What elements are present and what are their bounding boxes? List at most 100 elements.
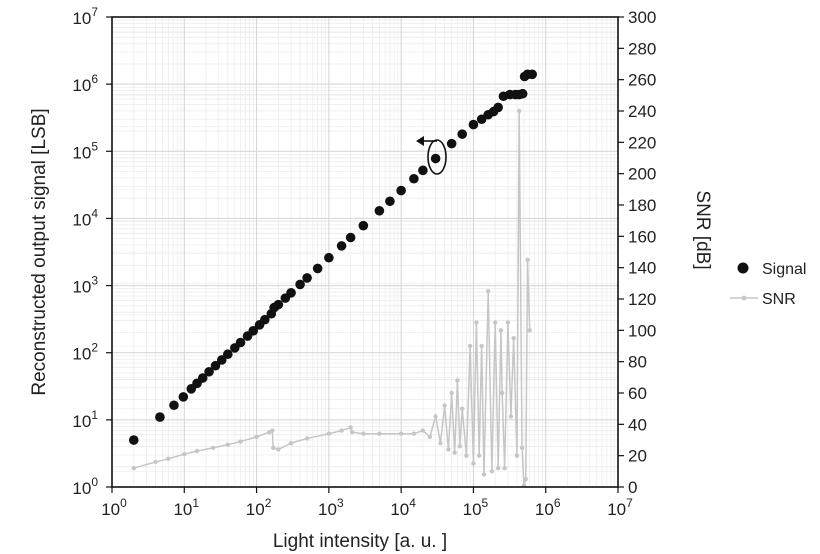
legend: Signal SNR: [730, 261, 806, 308]
y-right-tick-label: 300: [628, 8, 656, 27]
snr-point: [326, 431, 332, 436]
snr-point: [514, 453, 520, 458]
y-left-tick-label: 104: [72, 206, 98, 229]
snr-point: [495, 466, 501, 471]
y-right-tick-label: 20: [628, 447, 647, 466]
y-right-tick-label: 160: [628, 227, 656, 246]
x-tick-label: 102: [246, 496, 272, 519]
tick-marks: [106, 16, 624, 493]
snr-point: [304, 436, 310, 441]
signal-point: [374, 205, 385, 216]
snr-point: [511, 335, 516, 341]
y-left-tick-label: 101: [72, 408, 98, 431]
snr-point: [254, 434, 259, 440]
legend-snr-marker: [741, 295, 747, 301]
snr-point: [433, 414, 438, 419]
signal-point: [385, 196, 395, 207]
y-right-tick-label: 180: [628, 196, 656, 215]
signal-point: [273, 299, 284, 310]
x-tick-label: 106: [535, 496, 561, 519]
y-left-tick-label: 103: [72, 274, 98, 297]
signal-point: [204, 366, 214, 377]
y-left-tick-label: 102: [72, 341, 98, 364]
snr-point: [349, 429, 355, 435]
major-grid: [112, 17, 618, 487]
signal-point: [345, 232, 356, 243]
y-right-tick-label: 40: [628, 415, 647, 434]
snr-point: [210, 445, 216, 451]
signal-point: [468, 119, 479, 130]
snr-point: [467, 343, 473, 349]
signal-point: [128, 435, 139, 445]
snr-point: [481, 472, 487, 477]
annotation-arrow-icon: [416, 136, 447, 175]
y-right-tick-label: 220: [628, 133, 656, 152]
signal-point: [324, 252, 334, 263]
snr-point: [411, 431, 417, 436]
x-tick-label: 105: [463, 496, 489, 519]
snr-point: [492, 320, 498, 325]
snr-point: [446, 447, 451, 452]
snr-point: [508, 414, 514, 419]
snr-point: [455, 378, 460, 383]
y-left-tick-label: 105: [72, 139, 98, 162]
signal-point: [446, 138, 457, 149]
snr-point: [438, 440, 443, 446]
signal-point: [169, 400, 179, 411]
snr-point: [398, 431, 404, 436]
snr-point: [166, 456, 171, 461]
signal-point: [286, 288, 296, 298]
y-right-tick-label: 100: [628, 321, 656, 340]
signal-point: [517, 88, 528, 99]
snr-point: [489, 469, 495, 474]
snr-point: [271, 445, 276, 451]
x-tick-labels: 100 101 102 103 104 105 106 107: [101, 496, 633, 519]
snr-point: [525, 257, 530, 263]
y-right-tick-label: 280: [628, 39, 656, 58]
snr-point: [474, 320, 479, 325]
snr-point: [449, 390, 454, 396]
y-right-axis-title: SNR [dB]: [692, 190, 713, 269]
signal-series: [128, 69, 537, 445]
snr-point: [377, 431, 382, 436]
signal-point: [418, 165, 428, 176]
snr-point: [523, 476, 528, 482]
y-right-tick-label: 120: [628, 290, 656, 309]
signal-point: [302, 273, 312, 283]
snr-point: [476, 453, 482, 458]
y-left-tick-labels: 100 101 102 103 104 105 106 107: [72, 5, 98, 498]
snr-point: [276, 447, 281, 452]
snr-point: [420, 428, 426, 433]
snr-point: [485, 288, 491, 294]
signal-point: [223, 349, 233, 360]
signal-point: [248, 326, 259, 336]
signal-point: [336, 241, 347, 251]
x-tick-label: 100: [101, 496, 127, 519]
legend-signal-label: Signal: [762, 261, 806, 278]
snr-point: [348, 425, 353, 430]
snr-point: [442, 403, 447, 408]
minor-grid: [112, 17, 618, 487]
snr-point: [361, 431, 366, 436]
y-left-axis-title: Reconstructed output signal [LSB]: [29, 108, 50, 395]
snr-point: [464, 453, 469, 458]
y-right-tick-label: 140: [628, 259, 656, 278]
legend-snr-label: SNR: [762, 291, 796, 308]
snr-point: [194, 448, 200, 454]
y-right-tick-label: 200: [628, 165, 656, 184]
legend-signal-marker: [737, 262, 749, 274]
snr-point: [499, 390, 505, 396]
snr-point: [519, 445, 525, 451]
x-axis-title: Light intensity [a. u. ]: [273, 531, 447, 552]
signal-point: [260, 314, 270, 325]
snr-point: [238, 439, 243, 444]
snr-series: [131, 108, 532, 488]
snr-point: [517, 108, 522, 114]
signal-point: [178, 392, 189, 402]
y-right-tick-labels: 0 20 40 60 80 100 120 140 160 180 200 220 240 260 280 3…: [628, 8, 656, 497]
y-right-tick-label: 260: [628, 71, 656, 90]
signal-point: [216, 355, 227, 365]
signal-point: [312, 263, 323, 274]
signal-point: [430, 153, 441, 164]
